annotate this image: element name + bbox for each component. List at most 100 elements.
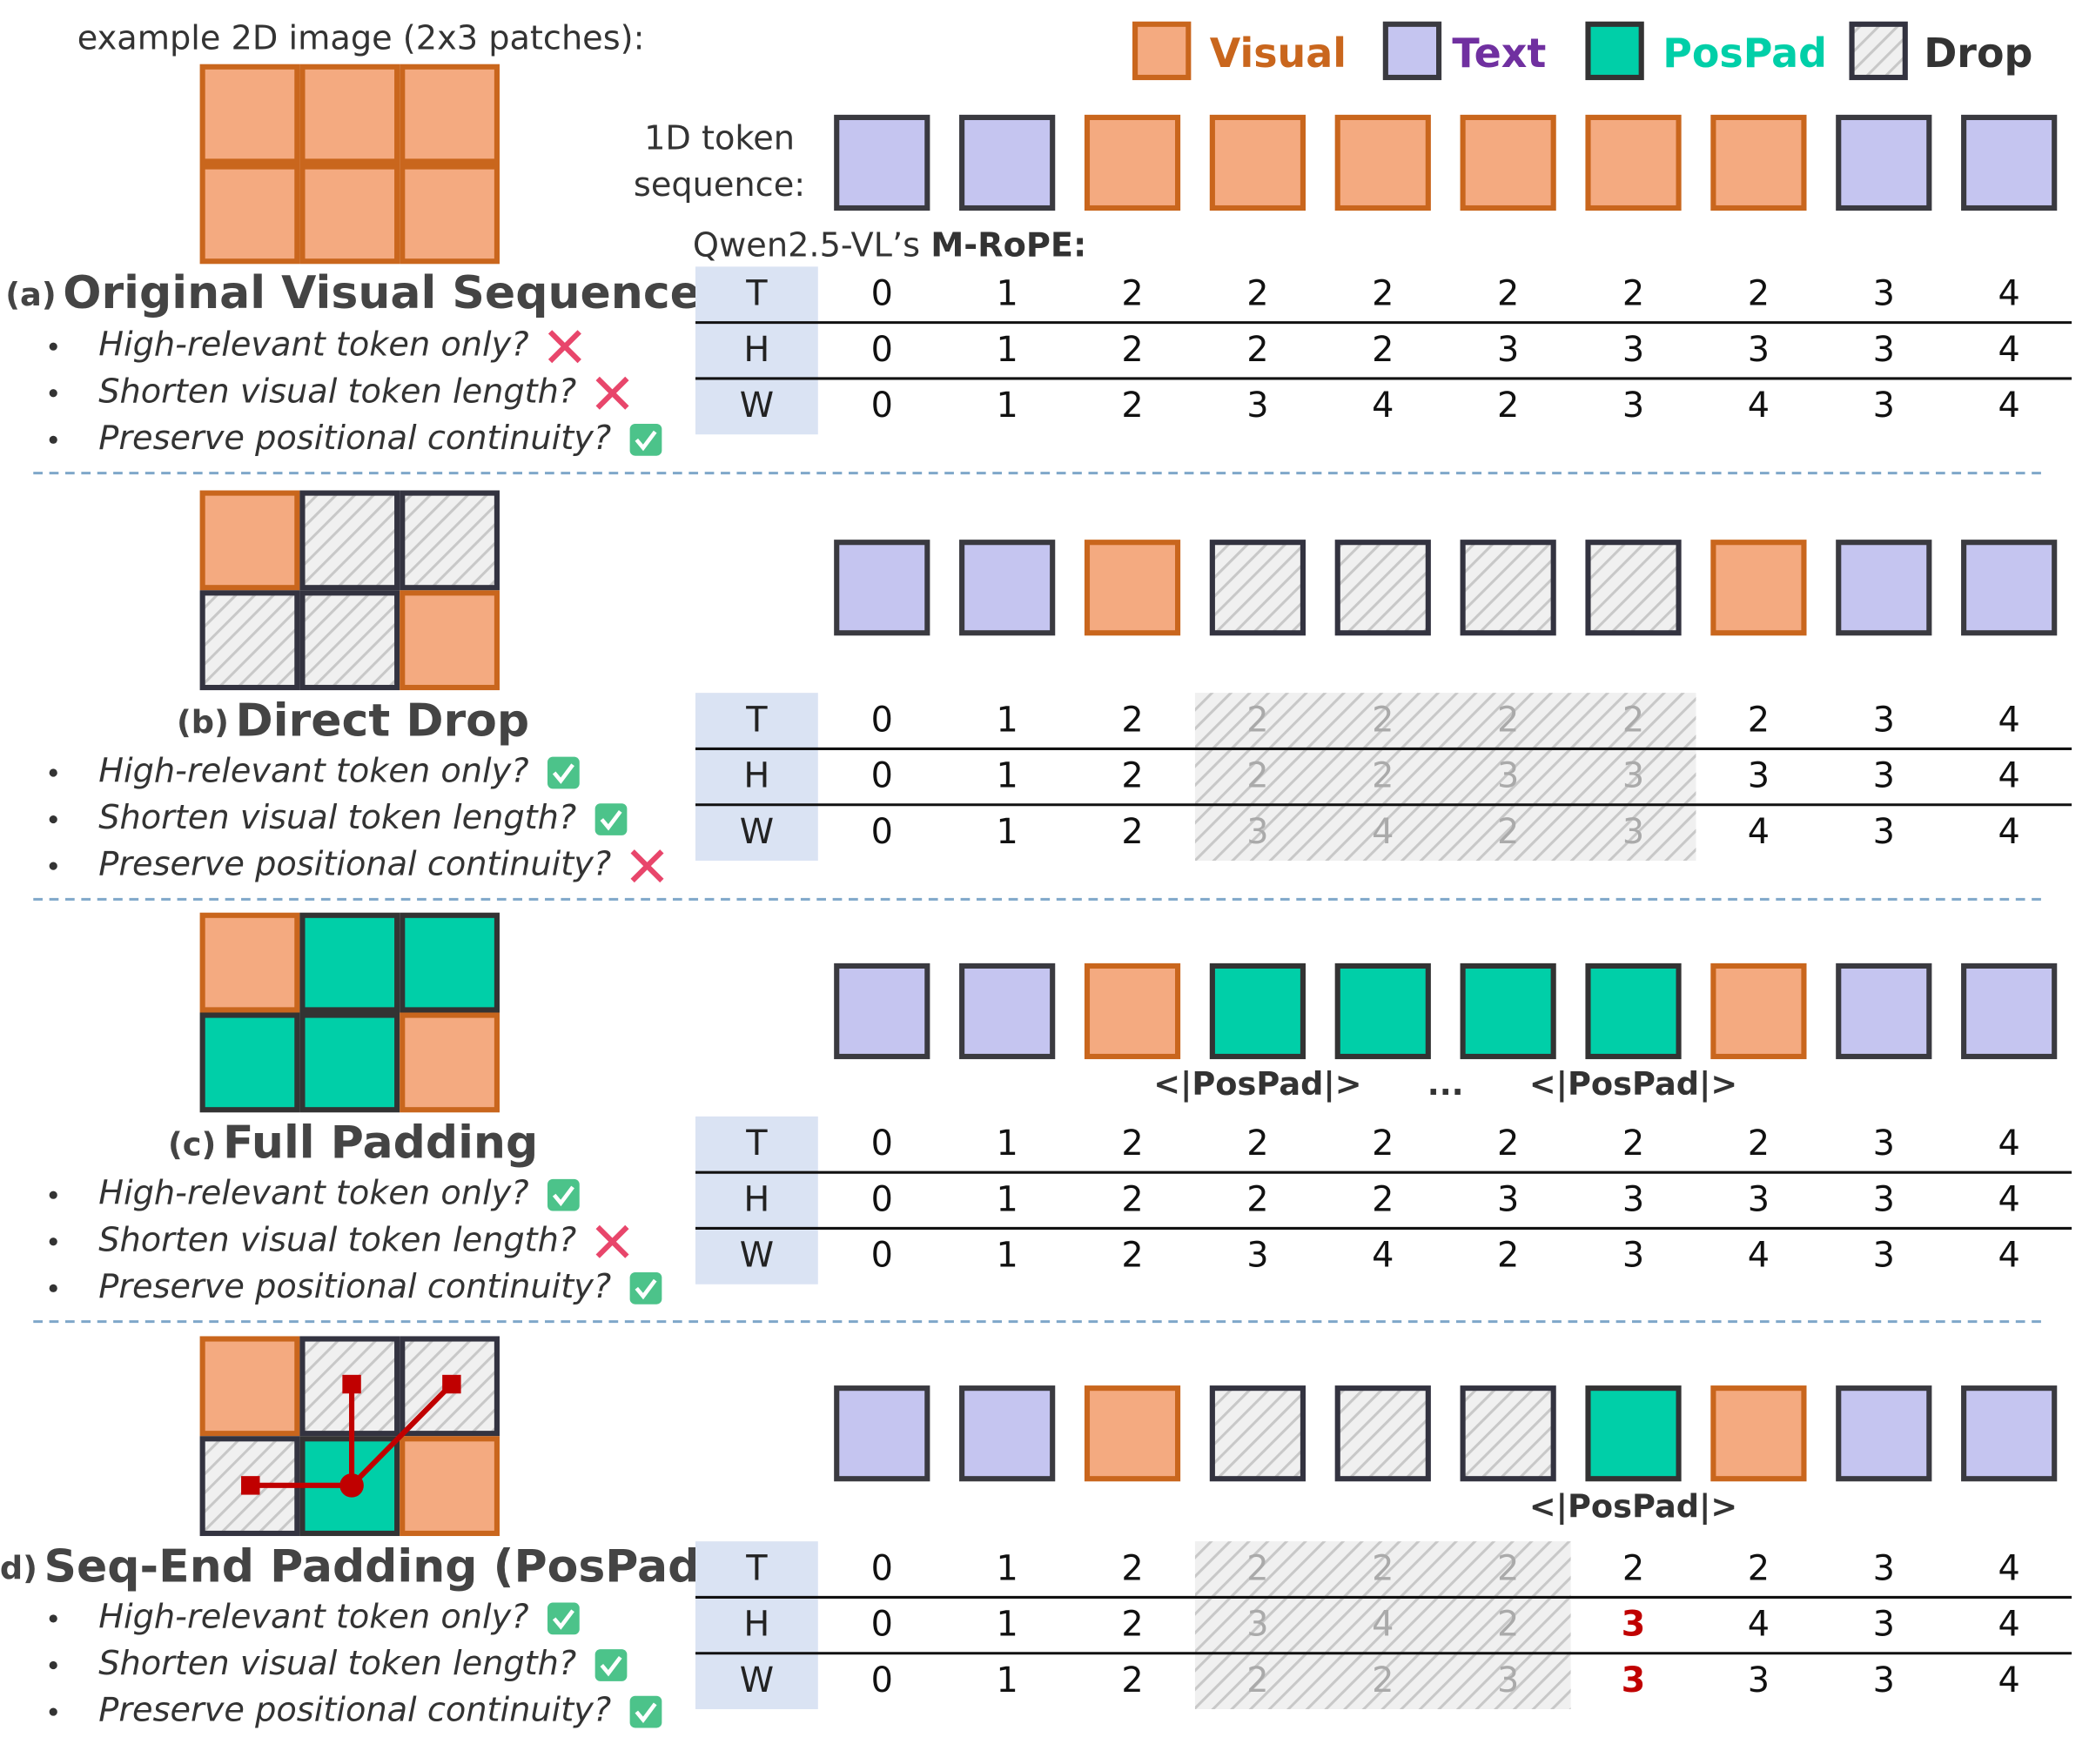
token-drop [1849, 21, 1908, 81]
position-id: 0 [871, 274, 893, 314]
token-drop [1209, 540, 1306, 636]
position-id: 3 [1622, 756, 1644, 796]
token-text [1961, 962, 2058, 1060]
position-id: 3 [1748, 1660, 1770, 1700]
dropped-region [1194, 693, 1696, 862]
position-id: 2 [1246, 700, 1268, 740]
bullet-dot [49, 1614, 57, 1623]
position-id: 2 [1748, 274, 1770, 314]
check-mark [547, 1602, 580, 1635]
position-id: 2 [1622, 274, 1644, 314]
arrow-head [342, 1374, 361, 1394]
token-visual [1710, 1385, 1807, 1482]
position-id: 4 [1372, 812, 1394, 852]
position-id: 1 [996, 812, 1018, 852]
check-mark-tick [552, 1185, 574, 1207]
position-id: 1 [996, 756, 1018, 796]
panel-title: (d)Seq-End Padding (PosPad) [0, 1540, 721, 1593]
position-id: 2 [1497, 812, 1519, 852]
token-pospad [1585, 21, 1644, 81]
position-id: 0 [871, 700, 893, 740]
position-id: 2 [1622, 700, 1644, 740]
position-id: 2 [1246, 1123, 1268, 1164]
position-id: 2 [1497, 274, 1519, 314]
token-visual [1710, 540, 1807, 636]
position-id: 1 [996, 330, 1018, 370]
position-id: 2 [1372, 1660, 1394, 1700]
bullet-text: Shorten visual token length? [98, 1644, 576, 1683]
legend-label: PosPad [1662, 30, 1827, 77]
bullet-text: Shorten visual token length? [98, 1220, 576, 1259]
panel-title: (a) Original Visual Sequence [5, 267, 701, 319]
panel-label: (d) [0, 1549, 37, 1586]
position-id: 3 [1748, 330, 1770, 370]
token-pospad [1585, 1385, 1682, 1482]
axis-label: W [740, 1660, 774, 1700]
position-id: 4 [1998, 330, 2020, 370]
position-id: 2 [1121, 1548, 1143, 1588]
bullet-text: High-relevant token only? [98, 1174, 528, 1213]
position-id: 3 [1622, 330, 1644, 370]
position-id: 3 [1246, 1605, 1268, 1645]
position-id: 2 [1748, 1548, 1770, 1588]
position-id: 2 [1497, 1605, 1519, 1645]
position-id: 2 [1372, 700, 1394, 740]
token-drop [299, 490, 400, 591]
axis-label: W [740, 812, 774, 852]
caption-prefix: Qwen2.5-VL’s [693, 225, 930, 265]
position-id: 3 [1246, 1236, 1268, 1276]
check-mark-tick [600, 809, 622, 831]
position-id: 2 [1372, 274, 1394, 314]
panel-label: (c) [168, 1125, 216, 1163]
axis-label: H [743, 1605, 769, 1645]
token-pospad [400, 912, 500, 1013]
check-mark [594, 1649, 628, 1681]
token-drop [1334, 540, 1431, 636]
token-visual [400, 1012, 500, 1113]
check-mark [594, 803, 628, 835]
bullet-dot [49, 815, 57, 824]
position-id: 3 [1873, 1605, 1895, 1645]
arrow-head [241, 1476, 260, 1495]
position-id: 2 [1121, 812, 1143, 852]
axis-header [695, 1541, 818, 1710]
position-id: 3 [1873, 700, 1895, 740]
bullet-text: High-relevant token only? [98, 1597, 528, 1636]
position-id: 2 [1121, 1123, 1143, 1164]
token-drop [1460, 1385, 1556, 1482]
position-id: 2 [1622, 1123, 1644, 1164]
token-drop [1585, 540, 1682, 636]
token-text [1382, 21, 1442, 81]
position-id: 2 [1246, 1548, 1268, 1588]
position-id: 3 [1873, 1236, 1895, 1276]
bullet-dot [49, 342, 57, 351]
token-pospad [299, 1012, 400, 1113]
bullet-text: Preserve positional continuity? [98, 1267, 611, 1306]
token-visual [199, 1336, 300, 1437]
bullet-text: Preserve positional continuity? [98, 419, 611, 458]
check-mark [629, 1695, 662, 1728]
position-id: 4 [1998, 812, 2020, 852]
token-drop [299, 590, 400, 691]
position-id: 2 [1121, 1660, 1143, 1700]
token-pospad [1209, 962, 1306, 1060]
token-visual [1084, 1385, 1181, 1482]
bullet-dot [49, 768, 57, 777]
position-id: 1 [996, 274, 1018, 314]
token-visual [1084, 540, 1181, 636]
check-mark-tick [635, 430, 657, 452]
position-id: 4 [1998, 700, 2020, 740]
token-visual [299, 64, 400, 164]
token-visual [199, 490, 300, 591]
legend-label: Text [1452, 30, 1546, 77]
panel-title: (c) Full Padding [168, 1117, 538, 1170]
token-drop [1209, 1385, 1306, 1482]
token-visual [1710, 962, 1807, 1060]
token-visual [1710, 114, 1807, 211]
position-id: 2 [1121, 274, 1143, 314]
position-id: 4 [1372, 1605, 1394, 1645]
position-id: 0 [871, 756, 893, 796]
position-id: 2 [1622, 1548, 1644, 1588]
content: Visual Text PosPad Drop (a) Original Visual S… [0, 21, 2072, 1730]
check-mark [547, 756, 580, 789]
